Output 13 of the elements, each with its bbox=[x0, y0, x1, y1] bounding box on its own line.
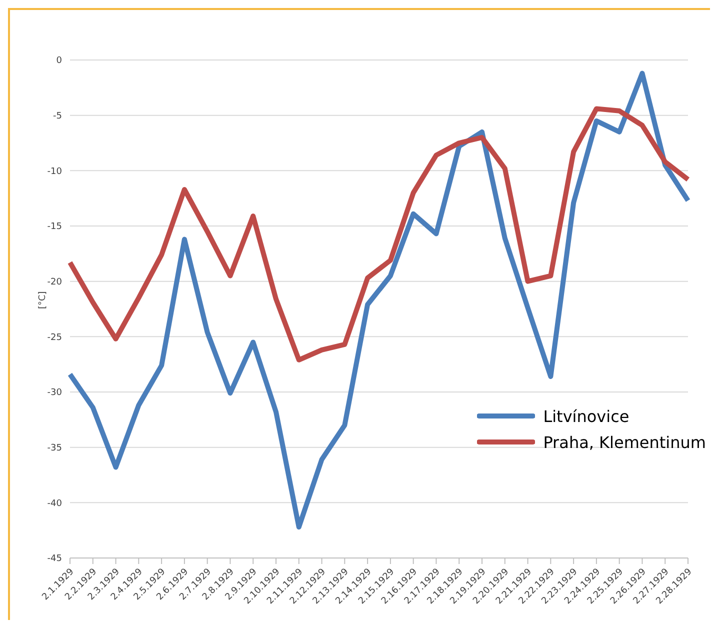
y-tick-label: -5 bbox=[53, 112, 62, 122]
y-tick-label: -25 bbox=[47, 332, 62, 343]
y-axis-title: [°C] bbox=[38, 291, 48, 309]
y-tick-label: -15 bbox=[47, 222, 62, 232]
y-tick-label: -35 bbox=[47, 444, 62, 454]
y-tick-label: -30 bbox=[47, 388, 62, 398]
legend-label: Litvínovice bbox=[543, 406, 630, 426]
y-tick-label: -20 bbox=[47, 278, 62, 288]
y-tick-label: -45 bbox=[47, 554, 62, 564]
legend-label: Praha, Klementinum bbox=[543, 432, 706, 452]
y-tick-label: -10 bbox=[47, 166, 62, 177]
y-tick-label: -40 bbox=[47, 498, 62, 509]
y-tick-label: 0 bbox=[56, 56, 62, 66]
